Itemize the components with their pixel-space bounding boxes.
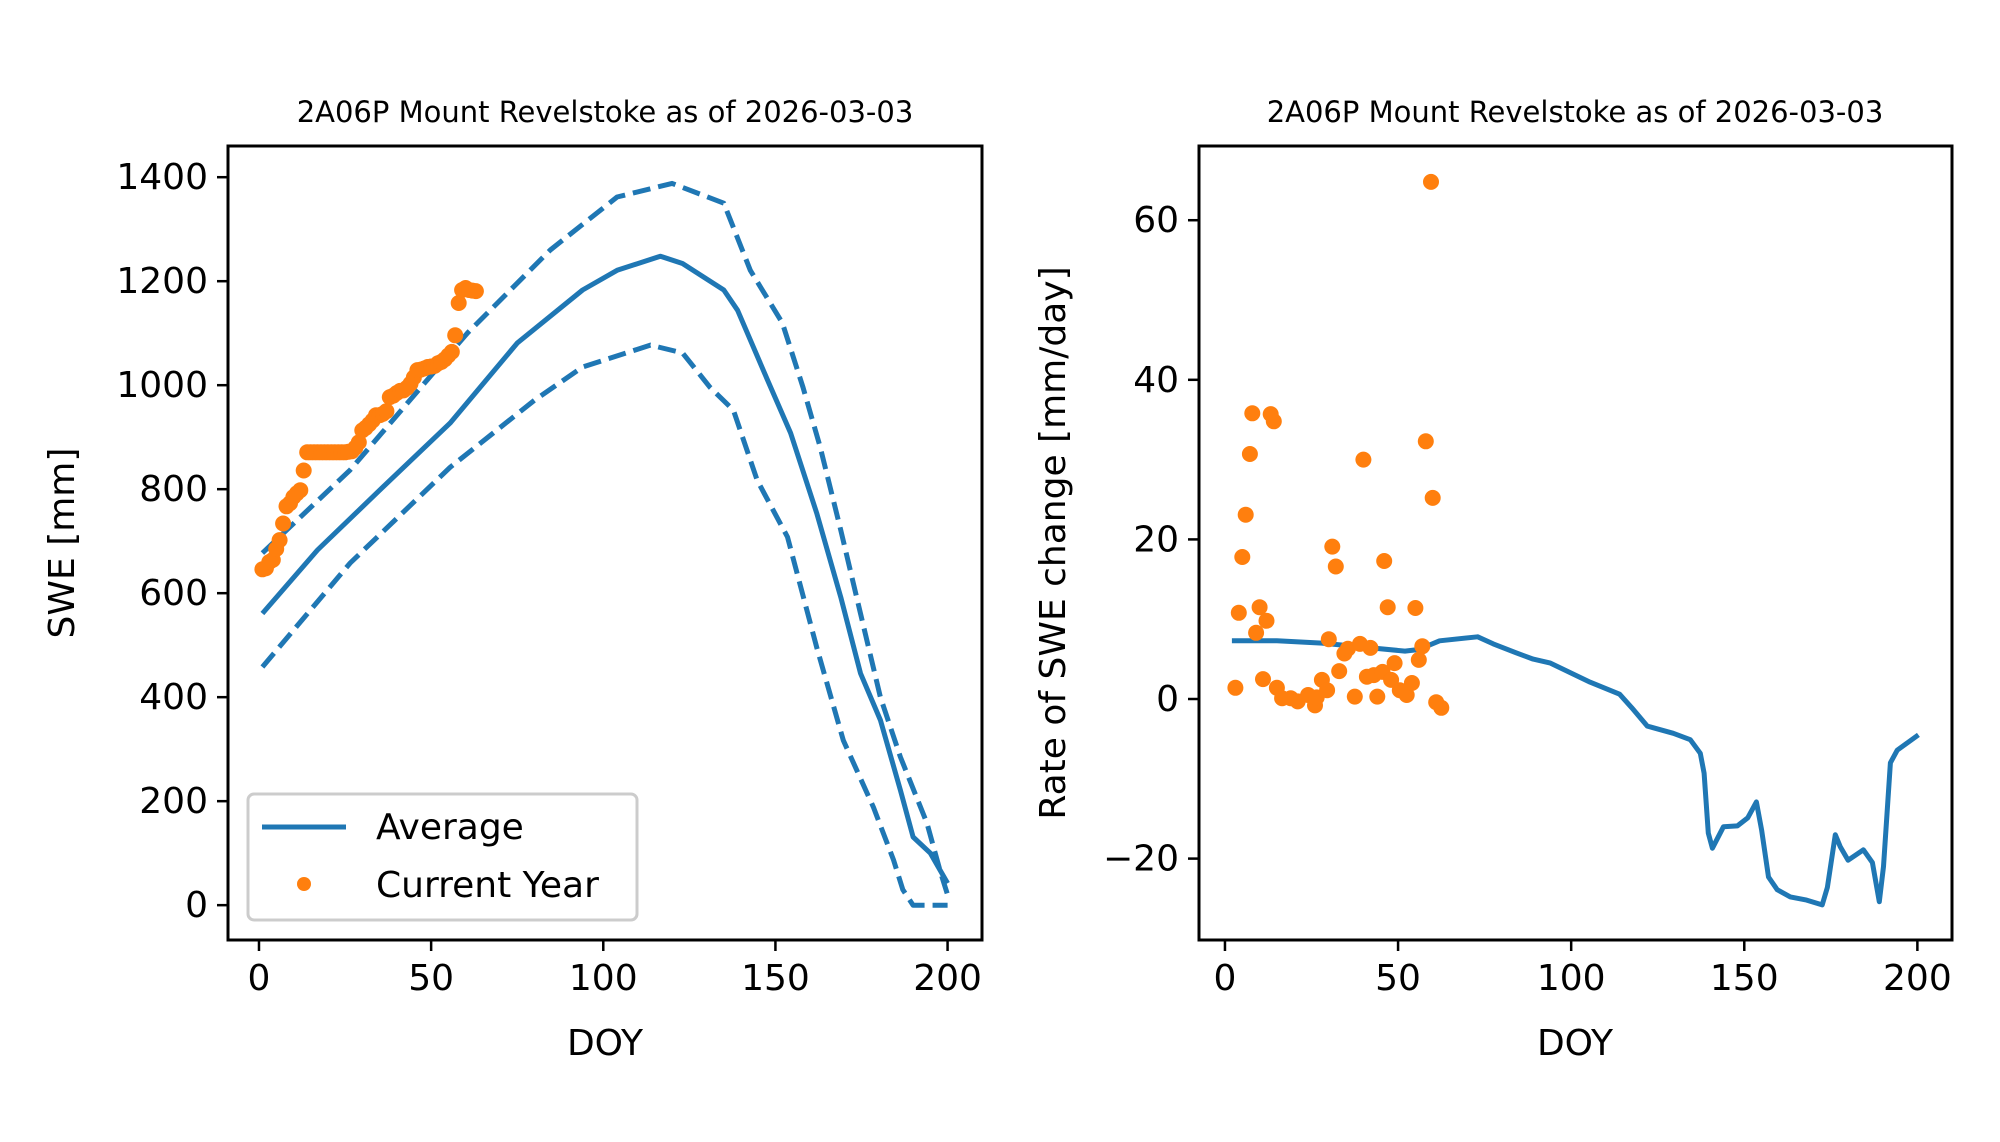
axes-frame <box>1197 144 1954 942</box>
axes-frame <box>226 144 984 942</box>
current-year-point <box>1346 688 1363 705</box>
current-year-point <box>1319 682 1336 699</box>
current-year-point <box>1433 699 1450 716</box>
y-tick-label: 600 <box>139 573 208 614</box>
current-year-point <box>1423 173 1439 190</box>
current-year-point <box>1417 433 1434 450</box>
current-year-point <box>1386 655 1403 672</box>
x-tick-label: 150 <box>1710 958 1779 999</box>
y-tick-label: 400 <box>139 677 208 718</box>
current-year-point <box>1237 506 1254 523</box>
current-year-point <box>1379 599 1396 616</box>
current-year-point <box>1407 600 1424 616</box>
y-tick-label: 200 <box>139 781 208 822</box>
series-average-line <box>1231 634 1920 908</box>
legend-current-year-marker <box>297 877 311 891</box>
current-year-point <box>292 482 309 499</box>
y-tick-label: 1200 <box>116 261 208 302</box>
series-average-line <box>260 253 950 885</box>
y-tick-label: 0 <box>1156 679 1179 720</box>
current-year-point <box>1424 489 1441 506</box>
y-tick-label: 1000 <box>116 365 208 406</box>
current-year-point <box>1230 604 1247 621</box>
current-year-point <box>1320 631 1337 648</box>
current-year-point <box>1255 671 1271 688</box>
y-tick-label: −20 <box>1103 839 1179 880</box>
current-year-point <box>1248 624 1265 641</box>
y-axis-label: Rate of SWE change [mm/day] <box>1033 266 1074 819</box>
current-year-point <box>1244 405 1261 422</box>
legend: Average Current Year <box>246 792 639 922</box>
x-tick-label: 150 <box>741 958 810 999</box>
current-year-point <box>1331 663 1348 680</box>
current-year-point <box>1339 640 1356 657</box>
current-year-point <box>447 327 464 344</box>
current-year-point <box>378 403 395 420</box>
x-axis-label: DOY <box>567 1023 644 1064</box>
x-tick-label: 100 <box>569 958 638 999</box>
current-year-point <box>1355 451 1372 468</box>
x-tick-label: 100 <box>1537 958 1606 999</box>
x-tick-label: 50 <box>408 958 454 999</box>
current-year-point <box>1362 639 1379 656</box>
current-year-point <box>1398 687 1415 703</box>
current-year-point <box>1369 688 1386 705</box>
current-year-point <box>1376 553 1393 569</box>
current-year-point <box>1227 679 1244 696</box>
y-tick-label: 20 <box>1133 519 1179 560</box>
current-year-point <box>350 434 367 451</box>
current-year-point <box>1327 558 1344 575</box>
current-year-point <box>1324 538 1341 555</box>
series-current-year <box>1227 173 1450 716</box>
y-tick-label: 1400 <box>116 157 208 198</box>
y-axis-label: SWE [mm] <box>42 448 83 639</box>
series-lower-line <box>260 342 948 908</box>
current-year-point <box>1403 675 1420 691</box>
y-tick-label: 0 <box>185 885 208 926</box>
axis-ticks: 0 50 100 150 200 −20 0 20 40 60 <box>1103 144 1954 999</box>
current-year-point <box>467 283 484 300</box>
x-tick-label: 200 <box>1883 958 1952 999</box>
current-year-point <box>275 515 292 532</box>
current-year-point <box>1234 549 1251 565</box>
y-tick-label: 40 <box>1133 360 1179 401</box>
current-year-point <box>450 295 467 311</box>
legend-current-year-label: Current Year <box>376 865 599 906</box>
swe-chart: 2A06P Mount Revelstoke as of 2026-03-03 … <box>42 95 984 1064</box>
current-year-point <box>1414 638 1431 655</box>
plot-area <box>254 180 950 908</box>
series-current-year <box>254 280 484 578</box>
current-year-point <box>1251 599 1268 616</box>
x-tick-label: 200 <box>913 958 982 999</box>
current-year-point <box>1265 413 1282 430</box>
x-tick-label: 0 <box>248 958 271 999</box>
series-upper-line <box>260 180 950 896</box>
current-year-point <box>271 532 288 549</box>
plot-area <box>1227 173 1920 908</box>
chart-title: 2A06P Mount Revelstoke as of 2026-03-03 <box>297 95 914 129</box>
current-year-point <box>1258 612 1275 629</box>
chart-title: 2A06P Mount Revelstoke as of 2026-03-03 <box>1267 95 1884 129</box>
current-year-point <box>443 343 460 360</box>
axis-ticks: 0 50 100 150 200 0 200 400 600 800 1000 1200 1400 <box>116 144 984 999</box>
rate-chart: 2A06P Mount Revelstoke as of 2026-03-03 … <box>1033 95 1954 1064</box>
y-tick-label: 60 <box>1133 200 1179 241</box>
x-axis-label: DOY <box>1537 1023 1614 1064</box>
current-year-point <box>1410 651 1427 668</box>
legend-average-label: Average <box>376 807 524 848</box>
current-year-point <box>295 462 312 479</box>
current-year-point <box>1241 446 1258 462</box>
x-tick-label: 50 <box>1375 958 1421 999</box>
y-tick-label: 800 <box>139 469 208 510</box>
x-tick-label: 0 <box>1214 958 1237 999</box>
